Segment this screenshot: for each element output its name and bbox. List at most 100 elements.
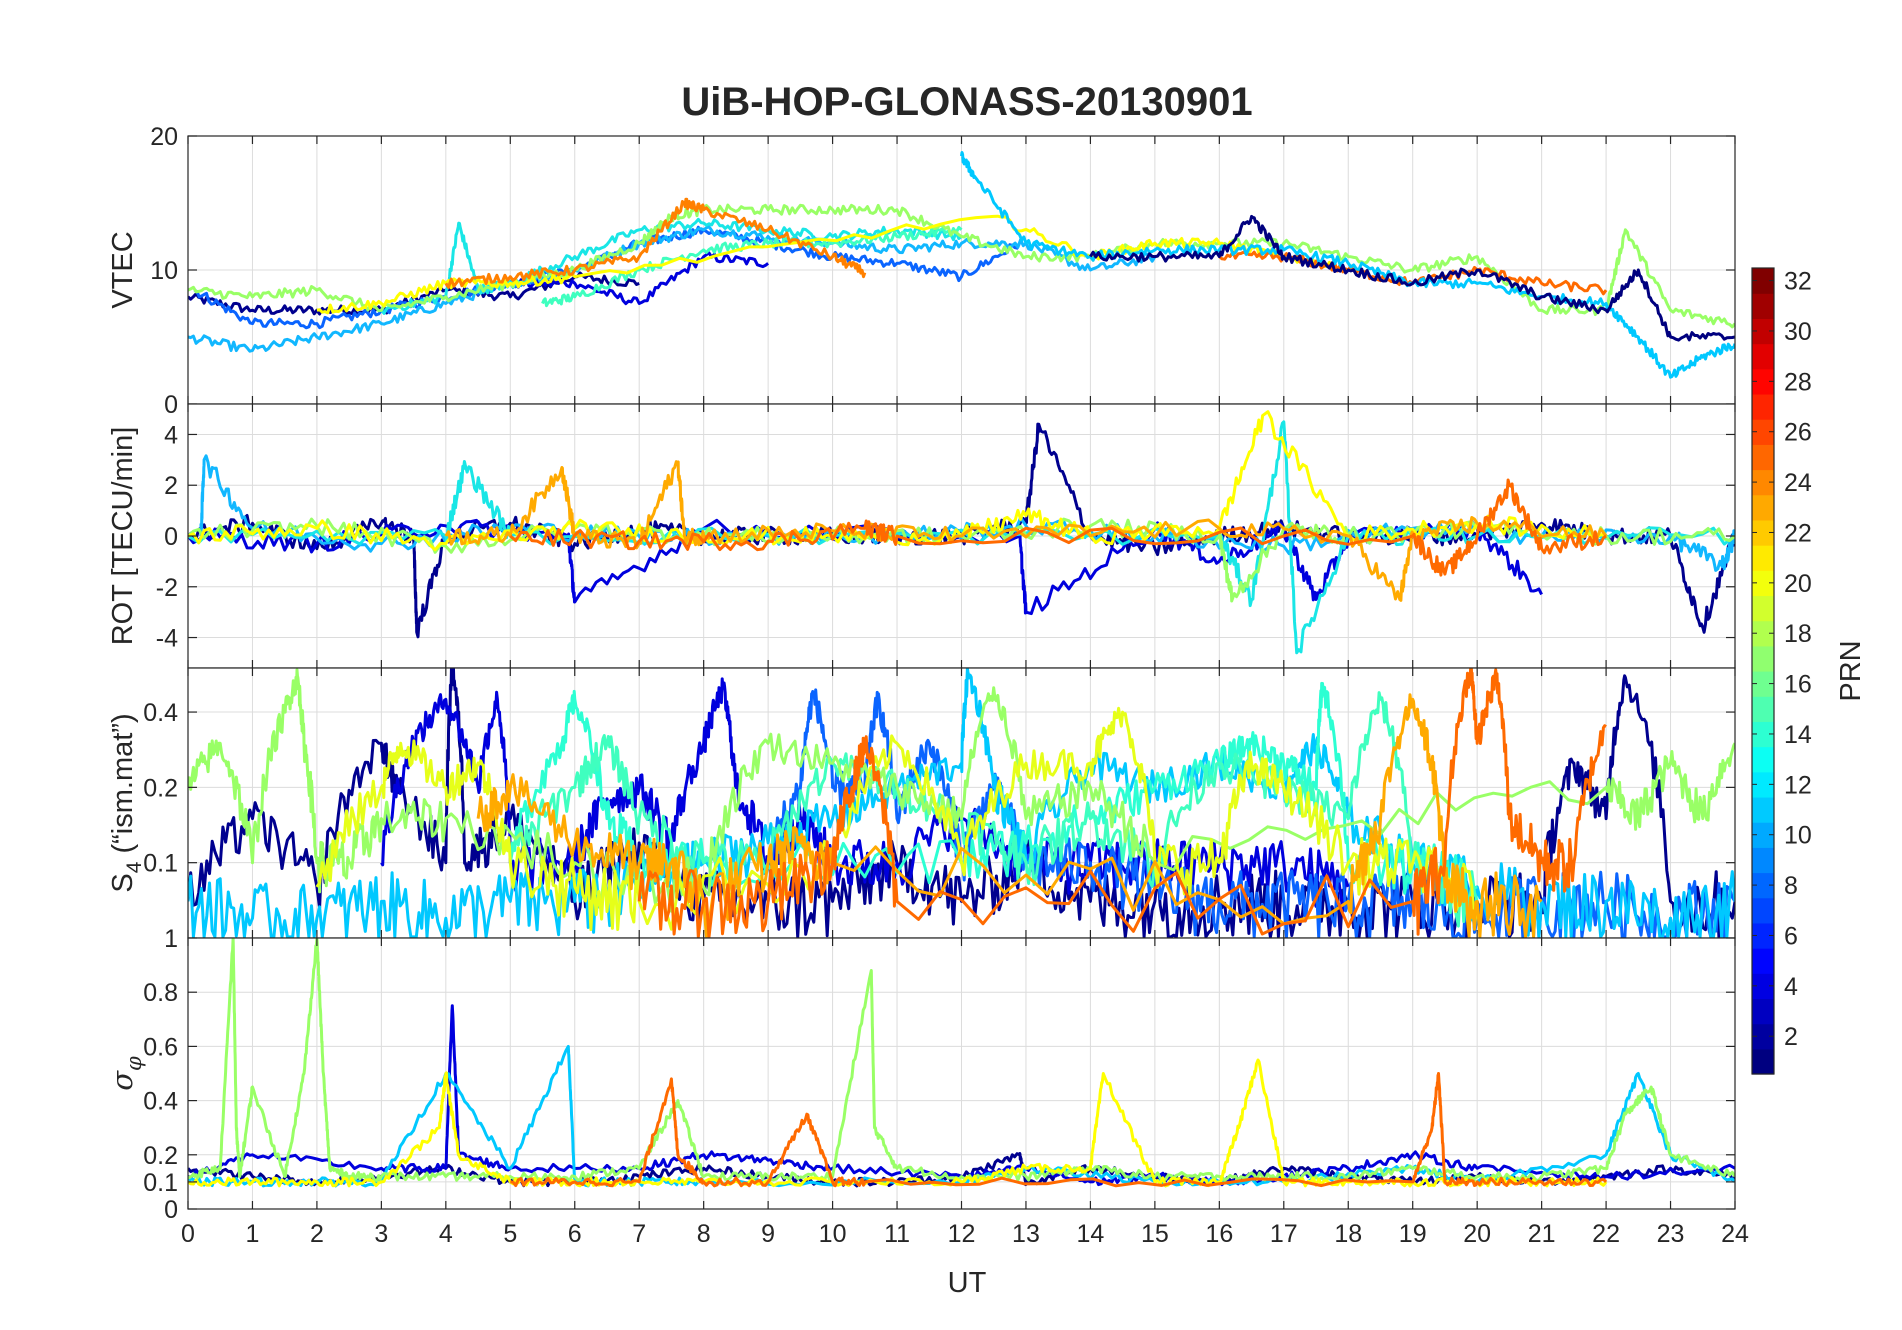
series-prn-15 xyxy=(541,225,963,308)
series-group xyxy=(188,668,1735,938)
colorbar-cell xyxy=(1752,268,1774,294)
colorbar-tick-label: 30 xyxy=(1784,318,1812,346)
y-tick-label: 2 xyxy=(164,472,178,500)
colorbar-cell xyxy=(1752,1023,1774,1050)
y-tick-label: 0.4 xyxy=(143,699,178,727)
series-prn-17 xyxy=(188,668,1735,913)
x-tick-label: 0 xyxy=(181,1220,195,1248)
y-tick-label: 4 xyxy=(164,421,178,449)
colorbar-tick-label: 10 xyxy=(1784,822,1812,850)
colorbar-cell xyxy=(1752,545,1774,571)
x-tick-label: 2 xyxy=(310,1220,324,1248)
colorbar-cell xyxy=(1752,897,1774,924)
y-tick-label: 0 xyxy=(164,523,178,551)
series-prn-17 xyxy=(188,938,1735,1182)
series-prn-11 xyxy=(960,151,1735,379)
series-prn-4 xyxy=(509,251,770,306)
x-tick-label: 16 xyxy=(1205,1220,1233,1248)
y-axis-label: σφ xyxy=(105,1056,146,1091)
x-axis-label: UT xyxy=(948,1267,987,1299)
series-prn-4 xyxy=(188,518,1543,616)
colorbar-cell xyxy=(1752,1048,1774,1075)
y-tick-label: 0 xyxy=(164,391,178,419)
colorbar-cell xyxy=(1752,318,1774,345)
colorbar-tick-label: 14 xyxy=(1784,721,1812,749)
colorbar-cell xyxy=(1752,847,1774,874)
x-tick-label: 18 xyxy=(1334,1220,1362,1248)
y-tick-label: 0.4 xyxy=(143,1088,178,1116)
series-prn-25 xyxy=(510,1072,1608,1188)
x-tick-label: 15 xyxy=(1141,1220,1169,1248)
colorbar-cell xyxy=(1752,494,1774,521)
series-prn-13 xyxy=(508,681,1478,912)
colorbar-tick-label: 26 xyxy=(1784,419,1812,447)
colorbar-tick-label: 32 xyxy=(1784,268,1812,296)
x-tick-label: 3 xyxy=(374,1220,388,1248)
colorbar-cell xyxy=(1752,595,1774,622)
x-tick-label: 9 xyxy=(761,1220,775,1248)
panel-rot: -4 -2 0 2 4 ROT [TECU/min] xyxy=(107,403,1736,669)
colorbar-tick-label: 8 xyxy=(1784,872,1798,900)
series-prn-23 xyxy=(476,693,1543,938)
colorbar-tick-label: 4 xyxy=(1784,973,1798,1001)
colorbar-cell xyxy=(1752,796,1774,823)
y-tick-label: 0.1 xyxy=(143,1169,178,1197)
colorbar-cell xyxy=(1752,368,1774,395)
y-axis-label: ROT [TECU/min] xyxy=(107,427,139,646)
colorbar-cell xyxy=(1752,444,1774,471)
x-tick-label: 23 xyxy=(1657,1220,1685,1248)
series-prn-4 xyxy=(380,677,1350,913)
series-prn-20 xyxy=(188,1058,1608,1188)
x-tick-label: 20 xyxy=(1463,1220,1491,1248)
colorbar-tick-label: 28 xyxy=(1784,368,1812,396)
x-tick-label: 14 xyxy=(1077,1220,1105,1248)
colorbar-frame xyxy=(1751,267,1775,1075)
y-tick-label: 0 xyxy=(164,1196,178,1224)
series-prn-25 xyxy=(637,668,1607,938)
colorbar-tick-label: 2 xyxy=(1784,1023,1798,1051)
y-tick-label: 0.2 xyxy=(143,774,178,802)
figure-title: UiB-HOP-GLONASS-20130901 xyxy=(681,80,1252,124)
series-group xyxy=(188,938,1735,1188)
series-prn-1 xyxy=(1089,214,1735,342)
colorbar-cell xyxy=(1752,696,1774,722)
y-tick-label: 10 xyxy=(150,257,178,285)
x-tick-label: 10 xyxy=(819,1220,847,1248)
y-tick-label: -2 xyxy=(156,574,178,602)
panel-vtec: 0 10 20 VTEC xyxy=(107,123,1736,419)
x-tick-label: 13 xyxy=(1012,1220,1040,1248)
y-tick-label: 0.2 xyxy=(143,1142,178,1170)
y-axis-label: S4 (“ism.mat”) xyxy=(107,713,146,892)
x-tick-label: 17 xyxy=(1270,1220,1298,1248)
y-tick-label: 1 xyxy=(164,925,178,953)
series-prn-11 xyxy=(188,668,1735,938)
y-tick-label: 0.1 xyxy=(143,850,178,878)
colorbar-tick-label: 22 xyxy=(1784,519,1812,547)
x-tick-label: 19 xyxy=(1399,1220,1427,1248)
panel-s4: 0.1 0.2 0.4S4 (“ism.mat”) xyxy=(107,667,1736,939)
y-tick-label: 20 xyxy=(150,123,178,151)
colorbar-cell xyxy=(1752,948,1774,974)
series-prn-10 xyxy=(188,225,1157,353)
colorbar-cell xyxy=(1752,645,1774,672)
colorbar-tick-label: 6 xyxy=(1784,922,1798,950)
colorbar-cell xyxy=(1752,998,1774,1025)
colorbar-tick-label: 20 xyxy=(1784,570,1812,598)
y-tick-label: 0.6 xyxy=(143,1033,178,1061)
x-tick-label: 4 xyxy=(439,1220,453,1248)
x-tick-label: 11 xyxy=(884,1220,910,1248)
colorbar-cell xyxy=(1752,973,1774,1000)
colorbar-cell xyxy=(1752,822,1774,848)
series-group xyxy=(188,151,1735,379)
colorbar-cell xyxy=(1752,293,1774,319)
colorbar-cell xyxy=(1752,343,1774,370)
x-tick-label: 8 xyxy=(697,1220,711,1248)
colorbar-cell xyxy=(1752,419,1774,445)
x-tick-label: 1 xyxy=(246,1220,260,1248)
colorbar-cell xyxy=(1752,393,1774,420)
colorbar-cell xyxy=(1752,620,1774,647)
colorbar-cell xyxy=(1752,771,1774,798)
x-tick-label: 7 xyxy=(632,1220,646,1248)
x-tick-label: 24 xyxy=(1721,1220,1749,1248)
